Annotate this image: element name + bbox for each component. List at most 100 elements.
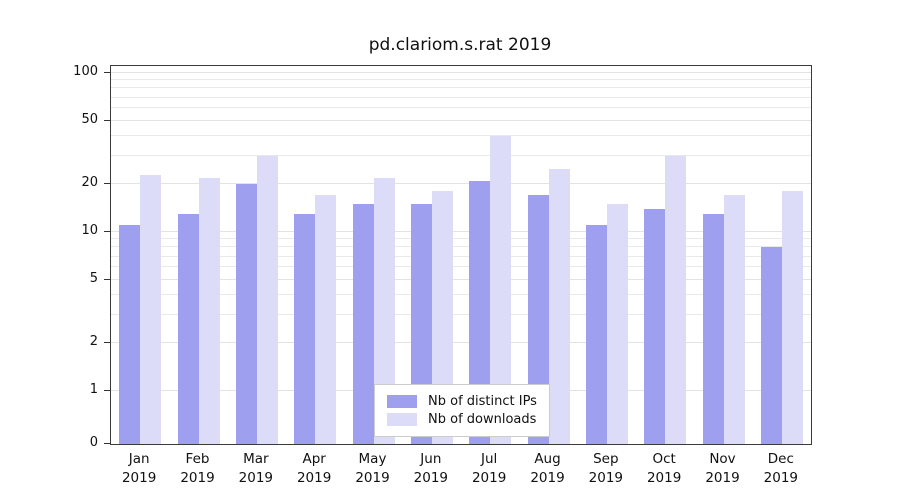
gridline	[111, 119, 811, 121]
bar-downloads	[256, 156, 278, 444]
bar-downloads	[781, 191, 803, 444]
legend-item: Nb of downloads	[387, 412, 537, 427]
x-tick-label: Aug 2019	[518, 450, 578, 488]
gridline	[111, 96, 811, 98]
bar-distinct-ips	[760, 247, 782, 444]
bar-distinct-ips	[644, 208, 666, 444]
x-tick-label-line: Jul	[481, 451, 498, 467]
x-tick-label-line: 2019	[121, 470, 157, 486]
x-tick-label: Feb 2019	[168, 450, 228, 488]
gridline	[111, 183, 811, 185]
y-tick-mark	[104, 72, 110, 73]
x-tick-label: Dec 2019	[751, 450, 811, 488]
bar-downloads	[665, 156, 687, 444]
bar-downloads	[140, 174, 162, 444]
x-tick-label-line: 2019	[471, 470, 507, 486]
bar-downloads	[606, 204, 628, 444]
x-tick-label-line: Mar	[243, 451, 269, 467]
x-tick-label-line: 2019	[238, 470, 273, 486]
y-tick-mark	[104, 443, 110, 444]
gridline	[111, 79, 811, 81]
y-tick-label: 1	[89, 382, 98, 397]
legend-label: Nb of downloads	[428, 412, 537, 427]
gridline	[111, 135, 811, 137]
chart-title: pd.clariom.s.rat 2019	[368, 35, 552, 55]
y-tick-mark	[104, 231, 110, 232]
x-tick-label: Mar 2019	[226, 450, 286, 488]
x-tick-label-line: Feb	[185, 451, 210, 467]
x-tick-label-line: Jun	[420, 451, 442, 467]
x-tick-label-line: 2019	[355, 470, 390, 486]
legend-label: Nb of distinct IPs	[428, 394, 537, 409]
y-tick-label: 100	[73, 64, 98, 79]
bar-downloads	[548, 168, 570, 444]
bar-distinct-ips	[469, 180, 491, 444]
x-tick-label-line: Apr	[302, 451, 326, 467]
plot-area: Nb of distinct IPs Nb of downloads	[110, 65, 812, 445]
y-tick-mark	[104, 342, 110, 344]
gridline	[111, 294, 811, 296]
x-tick-label-line: 2019	[763, 470, 798, 486]
bar-distinct-ips	[702, 213, 724, 444]
bar-distinct-ips	[235, 184, 257, 444]
legend-swatch-downloads	[387, 413, 417, 426]
x-tick-label: Jan 2019	[109, 450, 169, 488]
bar-distinct-ips	[585, 225, 607, 444]
x-tick-label: Sep 2019	[576, 450, 636, 488]
legend-item: Nb of distinct IPs	[387, 394, 537, 409]
y-tick-mark	[104, 119, 110, 121]
y-tick-label: 10	[81, 223, 98, 238]
gridline	[111, 87, 811, 89]
bar-downloads	[431, 191, 453, 444]
y-tick-label: 0	[89, 435, 98, 450]
bar-distinct-ips	[119, 225, 141, 444]
gridline	[111, 72, 811, 73]
x-tick-label-line: 2019	[646, 470, 682, 486]
bar-distinct-ips	[294, 213, 316, 444]
gridline	[111, 278, 811, 280]
y-tick-mark	[104, 278, 110, 280]
gridline	[111, 266, 811, 268]
x-tick-label-line: 2019	[413, 470, 448, 486]
gridline	[111, 255, 811, 257]
x-tick-label-line: Sep	[593, 451, 619, 467]
x-tick-label: Apr 2019	[284, 450, 344, 488]
bar-distinct-ips	[352, 204, 374, 444]
gridline	[111, 231, 811, 232]
x-tick-label-line: 2019	[180, 470, 215, 486]
bar-distinct-ips	[527, 195, 549, 444]
x-tick-label-line: 2019	[705, 470, 740, 486]
x-tick-label-line: Jan	[128, 451, 150, 467]
gridline	[111, 107, 811, 109]
x-tick-label-line: Oct	[652, 451, 676, 467]
gridline	[111, 314, 811, 316]
y-tick-mark	[104, 390, 110, 391]
x-tick-label-line: 2019	[588, 470, 623, 486]
x-tick-label-line: Nov	[709, 451, 736, 467]
legend-swatch-distinct-ips	[387, 395, 417, 408]
x-tick-label-line: 2019	[530, 470, 565, 486]
gridline	[111, 342, 811, 344]
x-tick-label: Jun 2019	[401, 450, 461, 488]
x-tick-label: Nov 2019	[693, 450, 753, 488]
x-tick-label: Jul 2019	[459, 450, 519, 488]
bar-downloads	[490, 136, 512, 444]
y-tick-label: 5	[89, 270, 98, 286]
bar-downloads	[723, 195, 745, 444]
y-tick-mark	[104, 183, 110, 185]
x-tick-label-line: Dec	[767, 451, 794, 467]
x-tick-label-line: May	[358, 451, 387, 467]
legend: Nb of distinct IPs Nb of downloads	[374, 384, 550, 437]
gridline	[111, 155, 811, 157]
y-tick-label: 50	[81, 111, 98, 127]
x-tick-label: Oct 2019	[634, 450, 694, 488]
bar-distinct-ips	[177, 213, 199, 444]
y-tick-label: 2	[89, 334, 98, 350]
gridline	[111, 246, 811, 248]
gridline	[111, 238, 811, 240]
x-tick-label: May 2019	[343, 450, 403, 488]
x-tick-label-line: 2019	[296, 470, 332, 486]
bar-downloads	[198, 177, 220, 444]
x-tick-label-line: Aug	[534, 451, 561, 467]
